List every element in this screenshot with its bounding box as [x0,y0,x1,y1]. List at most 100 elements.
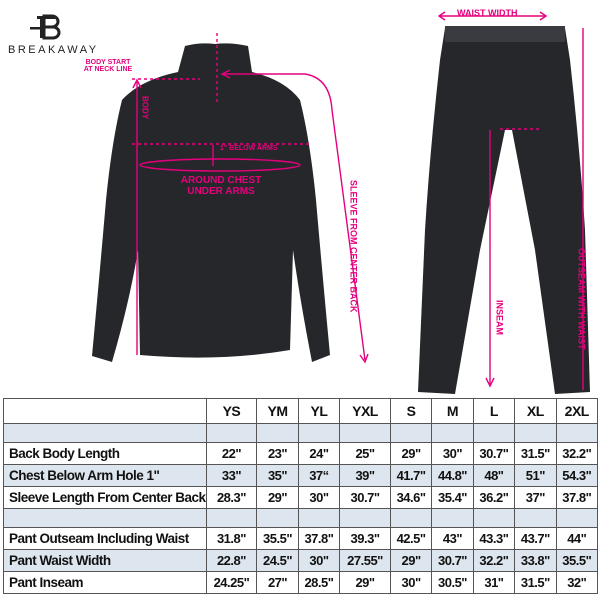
measurement-cell: 35.5" [555,549,599,572]
spacer-row [3,508,599,528]
spacer-cell [256,508,299,528]
measurement-cell: 54.3" [555,464,599,487]
measurement-cell: 43.3" [472,527,516,550]
header-blank [3,398,207,424]
spacer-cell [205,508,258,528]
measurement-cell: 33" [205,464,258,487]
measurement-cell: 48" [472,464,516,487]
measurement-cell: 37.8" [297,527,341,550]
size-header-l: L [472,398,516,424]
measurement-cell: 51" [514,464,557,487]
measurement-cell: 35.5" [256,527,299,550]
annotation-below-arms: 1" BELOW ARMS [220,145,278,152]
measurement-cell: 29" [256,486,299,509]
spacer-cell [555,508,599,528]
spacer-cell [339,423,391,443]
size-header-yxl: YXL [339,398,391,424]
row-label: Pant Waist Width [3,549,207,572]
measurement-cell: 29" [389,549,433,572]
spacer-cell [514,508,557,528]
annotation-inseam: INSEAM [494,300,505,336]
measurement-cell: 33.8" [514,549,557,572]
spacer-cell [555,423,599,443]
row-label: Pant Inseam [3,571,207,594]
spacer-cell [297,508,341,528]
measurement-cell: 30" [431,442,474,465]
measurement-cell: 35" [256,464,299,487]
measurement-cell: 32" [555,571,599,594]
measurement-cell: 31.5" [514,571,557,594]
measurement-cell: 22.8" [205,549,258,572]
measurement-cell: 44" [555,527,599,550]
table-row: Sleeve Length From Center Back 28.3" 29" 30… [3,486,599,509]
size-header-ym: YM [256,398,299,424]
measurement-cell: 27" [256,571,299,594]
spacer-row [3,423,599,443]
spacer-cell [472,423,516,443]
spacer-cell [389,508,433,528]
jacket-image [92,43,330,362]
measurement-cell: 28.3" [205,486,258,509]
measurement-cell: 30.5" [431,571,474,594]
annotation-body-start: BODY START AT NECK LINE [83,59,133,74]
measurement-cell: 37.8" [555,486,599,509]
measurement-cell: 43" [431,527,474,550]
spacer-cell [297,423,341,443]
spacer-cell [3,508,207,528]
measurement-cell: 43.7" [514,527,557,550]
measurement-cell: 25" [339,442,391,465]
annotation-chest: AROUND CHEST UNDER ARMS [180,175,262,197]
measurement-cell: 22" [205,442,258,465]
measurement-cell: 30" [389,571,433,594]
measurement-cell: 32.2" [555,442,599,465]
measurement-cell: 41.7" [389,464,433,487]
annotation-sleeve: SLEEVE FROM CENTER BACK [348,180,359,313]
measurement-cell: 29" [389,442,433,465]
measurement-cell: 30" [297,549,341,572]
row-label: Back Body Length [3,442,207,465]
measurement-cell: 42.5" [389,527,433,550]
spacer-cell [431,508,474,528]
size-header-ys: YS [205,398,258,424]
measurement-cell: 34.6" [389,486,433,509]
measurement-cell: 31.5" [514,442,557,465]
pants-image [418,26,590,394]
measurement-cell: 35.4" [431,486,474,509]
spacer-cell [339,508,391,528]
measurement-cell: 37" [514,486,557,509]
brand-name: BREAKAWAY [8,44,99,56]
measurement-cell: 27.55" [339,549,391,572]
measurement-cell: 30.7" [472,442,516,465]
size-header-row: YS YM YL YXL S M L XL 2XL [3,398,599,424]
table-row: Pant Outseam Including Waist 31.8" 35.5" 37… [3,527,599,550]
spacer-cell [256,423,299,443]
spacer-cell [514,423,557,443]
measurement-cell: 30" [297,486,341,509]
measurement-lines [132,11,584,390]
measurement-cell: 44.8" [431,464,474,487]
size-header-yl: YL [297,398,341,424]
measurement-cell: 31" [472,571,516,594]
size-header-xl: XL [514,398,557,424]
size-header-s: S [389,398,433,424]
size-header-2xl: 2XL [555,398,599,424]
table-row: Back Body Length 22" 23" 24" 25" 29" 30" 30.7" 3… [3,442,599,465]
measurement-cell: 23" [256,442,299,465]
measurement-cell: 32.2" [472,549,516,572]
table-row: Chest Below Arm Hole 1" 33" 35" 37“ 39" 41.7"… [3,464,599,487]
measurement-cell: 24.5" [256,549,299,572]
row-label: Pant Outseam Including Waist [3,527,207,550]
measurement-cell: 28.5" [297,571,341,594]
spacer-cell [431,423,474,443]
measurement-cell: 39.3" [339,527,391,550]
measurement-cell: 39" [339,464,391,487]
measurement-cell: 24.25" [205,571,258,594]
measurement-cell: 37“ [297,464,341,487]
annotation-body: BODY [140,96,150,120]
spacer-cell [472,508,516,528]
spacer-cell [389,423,433,443]
annotation-waist-width: WAIST WIDTH [457,8,518,18]
annotation-outseam: OUTSEAM WITH WAIST [576,248,587,350]
measurement-cell: 24" [297,442,341,465]
row-label: Sleeve Length From Center Back [3,486,207,509]
